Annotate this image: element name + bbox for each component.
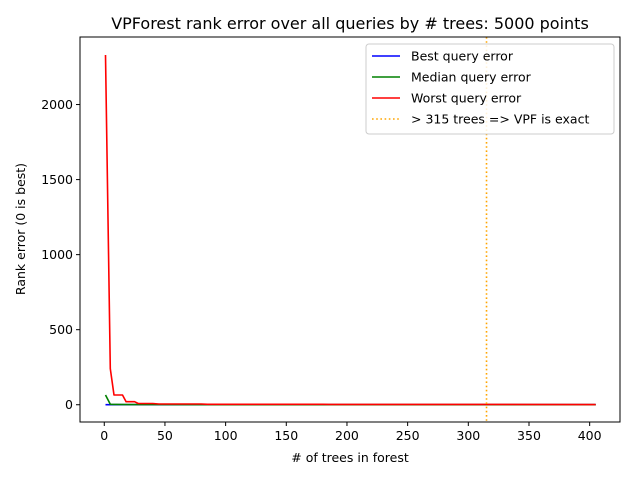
- x-axis-label: # of trees in forest: [291, 450, 409, 465]
- legend-label: Worst query error: [411, 91, 522, 106]
- x-tick-label: 0: [100, 428, 108, 443]
- series-lines: [104, 54, 596, 406]
- plot-frame: [79, 36, 621, 423]
- legend-label: Median query error: [411, 70, 532, 85]
- legend: Best query error Median query error Worst …: [365, 43, 615, 135]
- x-tick-label: 100: [214, 428, 238, 443]
- y-tick-label: 1000: [41, 247, 73, 262]
- x-tick-label: 400: [578, 428, 602, 443]
- y-axis-ticks: 0 500 1000 1500 2000: [41, 97, 80, 412]
- x-tick-label: 250: [396, 428, 420, 443]
- x-tick-label: 50: [157, 428, 173, 443]
- legend-label: Best query error: [411, 49, 514, 64]
- y-tick-label: 0: [65, 397, 73, 412]
- y-tick-label: 500: [49, 322, 73, 337]
- legend-label: > 315 trees => VPF is exact: [411, 112, 589, 127]
- y-tick-label: 1500: [41, 172, 73, 187]
- x-tick-label: 200: [335, 428, 359, 443]
- series-line-worst-query-error: [104, 54, 596, 406]
- legend-box: [365, 43, 615, 135]
- x-tick-label: 350: [517, 428, 541, 443]
- x-tick-label: 300: [456, 428, 480, 443]
- y-axis-label: Rank error (0 is best): [13, 163, 28, 295]
- y-tick-label: 2000: [41, 97, 73, 112]
- chart-title: VPForest rank error over all queries by …: [111, 14, 589, 33]
- x-tick-label: 150: [274, 428, 298, 443]
- x-axis-ticks: 0 50 100 150 200 250 300 350 400: [100, 422, 602, 443]
